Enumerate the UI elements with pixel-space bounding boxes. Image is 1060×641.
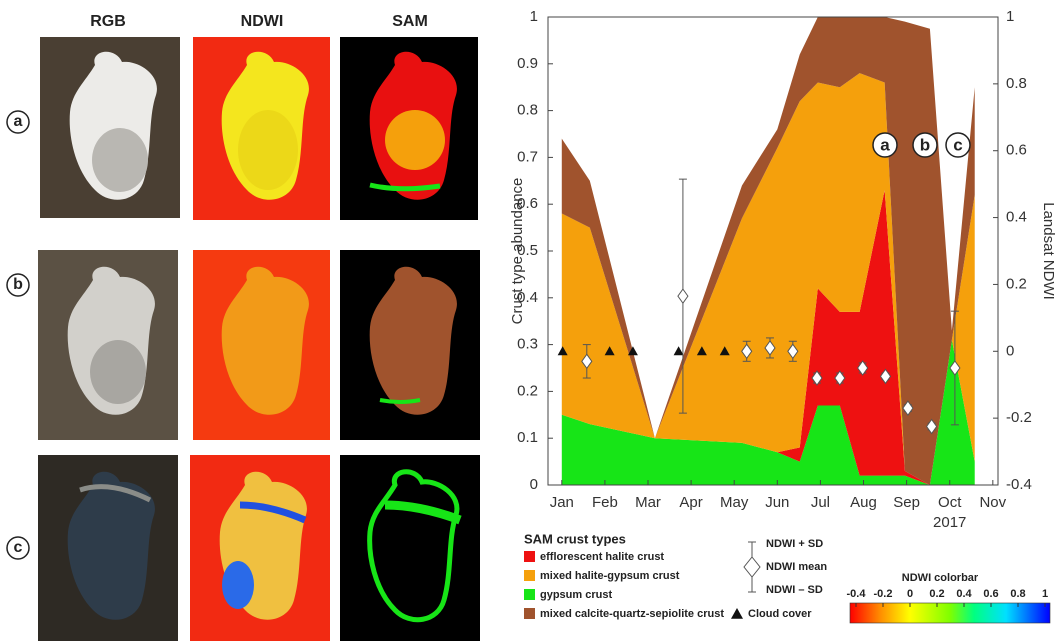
y-tick-label: 0.5 [517,242,538,259]
y2-tick-label: 0.2 [1006,275,1027,292]
legend-swatch [524,551,535,562]
column-header: NDWI [241,13,284,30]
y-tick-label: 0.1 [517,429,538,446]
y-tick-label: 0 [530,476,538,493]
legend-label: efflorescent halite crust [540,551,664,563]
legend-cloud-marker [731,608,743,619]
colorbar-tick-label: 0.6 [983,588,998,600]
image-rgb-a [40,37,180,218]
image-rgb-b [38,250,178,440]
y2-tick-label: -0.4 [1006,476,1032,493]
y2-tick-label: 0 [1006,342,1014,359]
x-tick-label: Jun [765,494,789,511]
chart: 0 0.1 0.2 0.3 0.4 0.5 0.6 0.7 0.8 0.9 1 -0.4 -0.2 0 0.… [517,8,1048,620]
x-tick-label: Feb [592,494,618,511]
y-tick-label: 0.8 [517,102,538,119]
legend-swatch [524,570,535,581]
y2-tick-label: 0.4 [1006,209,1027,226]
y2-tick-label: 0.6 [1006,142,1027,159]
colorbar-title: NDWI colorbar [902,572,979,584]
colorbar-tick-label: -0.4 [847,588,867,600]
x-tick-label: Oct [938,494,962,511]
y-tick-label: 0.6 [517,195,538,212]
image-ndwi-c [190,455,330,641]
row-label: a [14,113,23,130]
legend-diamond [744,557,760,577]
x-tick-label: Jan [550,494,574,511]
image-ndwi-b [193,250,330,440]
colorbar-tick-label: 1 [1042,588,1048,600]
y-tick-label: 0.9 [517,55,538,72]
cloud-marker [674,346,684,355]
annotation: b [920,135,930,154]
figure: RGB NDWI SAM a b c Crust type abundance … [0,0,1060,641]
annotation: a [880,135,890,154]
legend-swatch [524,589,535,600]
y2-tick-label: 0.8 [1006,75,1027,92]
year-label: 2017 [933,514,966,531]
legend-title: SAM crust types [524,531,626,546]
annotation: c [953,135,962,154]
legend-label: NDWI + SD [766,538,823,550]
colorbar-tick-label: 0.2 [929,588,944,600]
legend-label: mixed halite-gypsum crust [540,570,680,582]
colorbar-tick-label: 0 [907,588,913,600]
image-rgb-c [38,455,178,641]
x-tick-label: Aug [850,494,877,511]
colorbar-tick-label: 0.8 [1010,588,1025,600]
y2-axis-label: Landsat NDWI [1040,202,1057,300]
image-sam-a [340,37,478,220]
x-tick-label: Nov [979,494,1006,511]
x-tick-label: Jul [811,494,830,511]
colorbar-tick-label: -0.2 [874,588,893,600]
y2-tick-label: -0.2 [1006,409,1032,426]
legend-label: NDWI mean [766,561,827,573]
row-labels [7,111,29,559]
row-label: c [14,539,23,556]
column-header: RGB [90,13,126,30]
y-tick-label: 0.3 [517,336,538,353]
colorbar-tick-label: 0.4 [956,588,972,600]
x-tick-label: Sep [893,494,920,511]
y-tick-label: 0.4 [517,289,538,306]
x-tick-label: May [720,494,749,511]
legend-label: Cloud cover [748,608,812,620]
legend-label: NDWI – SD [766,584,823,596]
y2-tick-label: 1 [1006,8,1014,25]
image-sam-c [340,455,480,641]
ndwi-mean-marker [678,289,688,303]
x-tick-label: Mar [635,494,661,511]
y-tick-label: 0.2 [517,382,538,399]
row-label: b [13,276,23,293]
colorbar [850,603,1050,623]
x-tick-label: Apr [679,494,702,511]
image-sam-b [340,250,480,440]
legend-label: mixed calcite-quartz-sepiolite crust [540,608,724,620]
legend-swatch [524,608,535,619]
column-header: SAM [392,13,428,30]
y-tick-label: 1 [530,8,538,25]
image-ndwi-a [193,37,330,220]
y-tick-label: 0.7 [517,148,538,165]
legend-label: gypsum crust [540,589,612,601]
